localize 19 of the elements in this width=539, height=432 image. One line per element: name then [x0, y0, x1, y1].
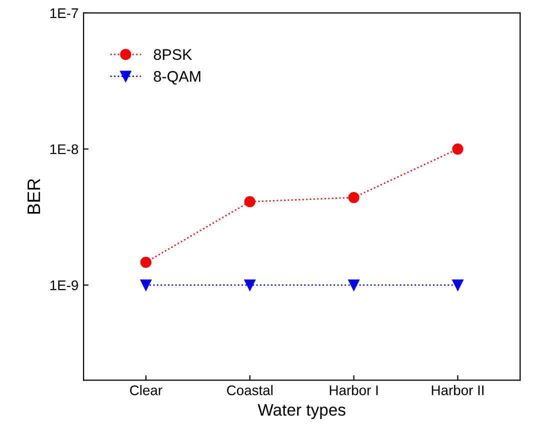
x-tick-label: Clear — [130, 385, 162, 396]
point — [452, 143, 464, 155]
point — [348, 192, 360, 204]
legend-label: 8-QAM — [154, 71, 200, 85]
x-tick-label: Harbor I — [330, 385, 378, 396]
legend-label: 8PSK — [154, 49, 192, 60]
point — [140, 256, 152, 268]
x-tick-label: Harbor II — [432, 385, 484, 396]
y-tick-label: 1E-9 — [50, 280, 78, 290]
point — [348, 280, 360, 291]
point — [244, 196, 256, 208]
y-axis-title: BER — [28, 178, 40, 214]
y-tick-label: 1E-7 — [50, 8, 78, 18]
x-axis-title: Water types — [258, 404, 346, 420]
y-tick-label: 1E-8 — [50, 144, 78, 154]
point — [452, 280, 464, 291]
x-tick-label: Coastal — [227, 385, 272, 396]
point — [244, 280, 256, 291]
point — [140, 280, 152, 291]
